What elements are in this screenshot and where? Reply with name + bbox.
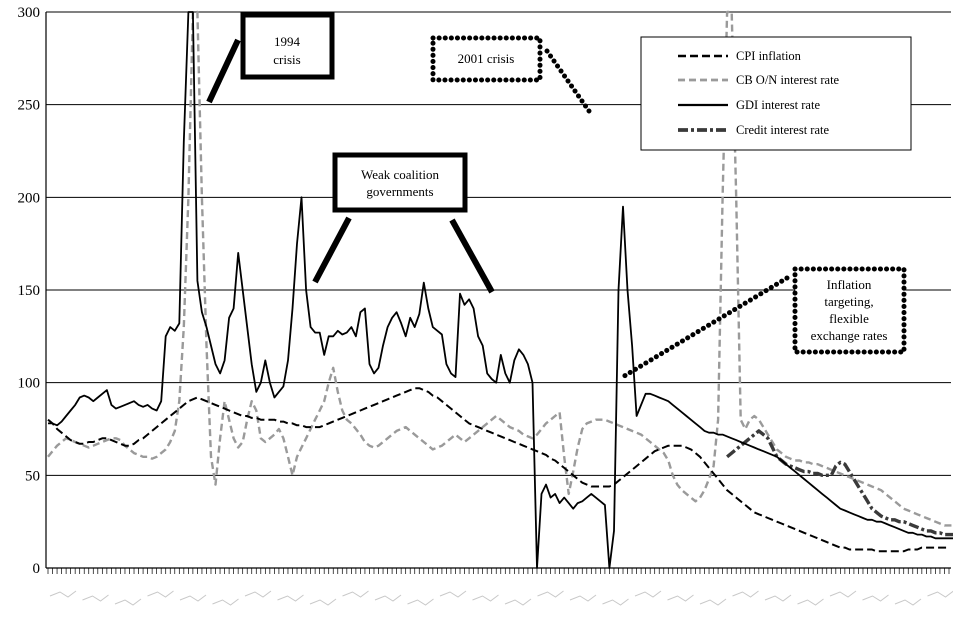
x-tick-label-mark bbox=[732, 590, 759, 598]
x-tick-label-mark bbox=[49, 590, 77, 598]
x-tick-label-mark bbox=[472, 594, 499, 602]
annotation-text: exchange rates bbox=[811, 328, 888, 343]
x-tick-label-mark bbox=[309, 598, 337, 606]
annotation-box bbox=[430, 35, 543, 83]
annotation-infl: Inflation targeting, flexible exchange rate… bbox=[618, 266, 907, 381]
series-lines bbox=[47, 10, 953, 569]
annotation-box bbox=[240, 12, 335, 80]
x-tick-label-mark bbox=[797, 598, 824, 606]
y-tick-label: 50 bbox=[25, 468, 40, 484]
annotation-1994: 1994 crisis bbox=[206, 12, 335, 104]
annotation-pointer bbox=[449, 218, 495, 294]
x-tick-label-mark bbox=[862, 594, 889, 602]
x-tick-label-mark bbox=[342, 590, 369, 598]
legend-label: CB O/N interest rate bbox=[736, 73, 840, 87]
y-tick-label: 0 bbox=[33, 561, 41, 577]
x-tick-label-mark bbox=[277, 594, 304, 602]
x-tick-label-mark bbox=[569, 594, 597, 602]
x-tick-label-mark bbox=[667, 594, 694, 602]
annotation-text: 1994 bbox=[274, 34, 301, 49]
x-tick-label-mark bbox=[114, 598, 142, 606]
y-tick-label: 250 bbox=[18, 98, 41, 114]
series-line-cb-o-n-interest-rate bbox=[47, 10, 953, 527]
annotation-text: crisis bbox=[273, 52, 300, 67]
x-tick-label-mark bbox=[212, 598, 239, 606]
x-tick-label-mark bbox=[179, 594, 207, 602]
series-line-credit-interest-rate bbox=[726, 429, 953, 537]
x-tick-label-mark bbox=[504, 598, 532, 606]
annotation-pointer bbox=[618, 275, 790, 381]
x-tick-label-mark bbox=[764, 594, 792, 602]
x-axis-date-labels bbox=[49, 590, 953, 606]
y-tick-label: 150 bbox=[18, 283, 41, 299]
x-tick-label-mark bbox=[374, 594, 402, 602]
annotation-pointer bbox=[206, 38, 241, 104]
annotation-text: targeting, bbox=[824, 294, 873, 309]
annotation-box bbox=[332, 152, 468, 213]
x-tick-label-mark bbox=[927, 590, 953, 598]
legend-label: GDI interest rate bbox=[736, 98, 820, 112]
series-line-cpi-inflation bbox=[47, 387, 949, 553]
annotation-weak: Weak coalition governments bbox=[312, 152, 495, 294]
x-tick-label-mark bbox=[82, 594, 109, 602]
annotation-text: flexible bbox=[829, 311, 869, 326]
x-tick-label-mark bbox=[407, 598, 434, 606]
annotations: 1994 crisis 2001 crisis Weak coalition gover… bbox=[206, 12, 907, 381]
annotation-text: Inflation bbox=[827, 277, 872, 292]
axes: 0 50 100 150 200 250 300 bbox=[18, 5, 951, 577]
y-tick-label: 300 bbox=[18, 5, 41, 21]
annotation-text: Weak coalition bbox=[361, 167, 440, 182]
x-tick-label-mark bbox=[634, 590, 662, 598]
x-tick-label-mark bbox=[244, 590, 272, 598]
annotation-text: governments bbox=[366, 184, 433, 199]
y-tick-label: 100 bbox=[18, 376, 41, 392]
y-tick-label: 200 bbox=[18, 190, 41, 206]
legend: CPI inflation CB O/N interest rate GDI int… bbox=[640, 36, 912, 151]
annotation-box bbox=[792, 266, 907, 355]
annotation-pointer bbox=[312, 216, 352, 284]
legend-label: Credit interest rate bbox=[736, 123, 829, 137]
x-tick-label-mark bbox=[537, 590, 564, 598]
x-tick-label-mark bbox=[602, 598, 629, 606]
x-tick-label-mark bbox=[439, 590, 467, 598]
annotation-pointer bbox=[544, 48, 592, 114]
annotation-text: 2001 crisis bbox=[458, 51, 515, 66]
x-tick-label-mark bbox=[894, 598, 922, 606]
x-tick-label-mark bbox=[829, 590, 857, 598]
x-tick-label-mark bbox=[699, 598, 727, 606]
x-tick-label-mark bbox=[147, 590, 174, 598]
legend-label: CPI inflation bbox=[736, 49, 802, 63]
series-line-gdi-interest-rate bbox=[48, 11, 953, 569]
annotation-2001: 2001 crisis bbox=[430, 35, 592, 114]
